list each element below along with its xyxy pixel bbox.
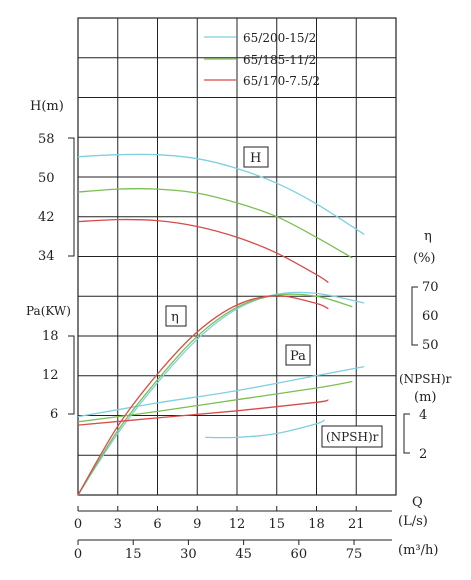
head-tick-34: 34 bbox=[38, 249, 55, 264]
efficiency-tick-50: 50 bbox=[422, 338, 439, 353]
efficiency-curve-1 bbox=[77, 291, 365, 496]
flow-m3h-tick-15: 15 bbox=[125, 547, 142, 562]
legend-label-1: 65/200-15/2 bbox=[243, 31, 316, 45]
flow-axis-unit: (L/s) bbox=[398, 514, 428, 529]
npsh-axis-label: (NPSH)r bbox=[399, 372, 452, 386]
npsh-axis-unit: (m) bbox=[414, 390, 436, 405]
power-tick-18: 18 bbox=[42, 329, 59, 344]
flow-axis-m3h-unit: (m³/h) bbox=[398, 543, 438, 558]
power-tick-12: 12 bbox=[42, 368, 59, 383]
efficiency-tick-70: 70 bbox=[422, 280, 439, 295]
power-curve-3 bbox=[77, 399, 329, 426]
legend: 65/200-15/2 65/185-11/2 65/170-7.5/2 bbox=[204, 31, 320, 88]
head-axis-label: H(m) bbox=[30, 99, 64, 114]
legend-label-3: 65/170-7.5/2 bbox=[243, 74, 320, 88]
npsh-tick-2: 2 bbox=[419, 447, 427, 462]
head-curve-1 bbox=[77, 153, 365, 235]
efficiency-curve-3 bbox=[77, 295, 329, 496]
efficiency-axis: η (%) 70 60 50 bbox=[411, 229, 439, 353]
npsh-axis: (NPSH)r (m) 4 2 bbox=[399, 372, 452, 462]
flow-axis: Q 0 3 6 9 12 15 18 21 (L/s) bbox=[74, 495, 428, 532]
npsh-curve-1 bbox=[205, 419, 325, 439]
flow-tick-12: 12 bbox=[229, 517, 246, 532]
flow-m3h-tick-45: 45 bbox=[235, 547, 252, 562]
power-curve-1 bbox=[77, 365, 365, 418]
npsh-tick-4: 4 bbox=[419, 408, 427, 423]
efficiency-axis-unit: (%) bbox=[413, 251, 436, 266]
annotation-power: Pa bbox=[290, 349, 306, 364]
efficiency-axis-label: η bbox=[424, 229, 432, 244]
flow-tick-18: 18 bbox=[308, 517, 325, 532]
power-axis-label: Pa(KW) bbox=[26, 304, 71, 318]
power-curve-2 bbox=[77, 380, 353, 423]
flow-tick-3: 3 bbox=[114, 517, 122, 532]
flow-tick-0: 0 bbox=[74, 517, 82, 532]
power-axis: Pa(KW) 18 12 6 bbox=[26, 304, 75, 422]
annotation-efficiency: η bbox=[171, 310, 179, 325]
annotation-head: H bbox=[250, 151, 261, 166]
efficiency-curve-2 bbox=[77, 293, 353, 496]
head-tick-58: 58 bbox=[38, 132, 55, 147]
curves bbox=[77, 153, 365, 496]
head-axis: H(m) 58 50 42 34 bbox=[30, 99, 75, 264]
flow-m3h-tick-60: 60 bbox=[291, 547, 308, 562]
flow-tick-9: 9 bbox=[193, 517, 201, 532]
head-tick-42: 42 bbox=[38, 210, 55, 225]
flow-m3h-tick-0: 0 bbox=[74, 547, 82, 562]
annotation-npsh: (NPSH)r bbox=[326, 430, 379, 444]
flow-axis-m3h: 0 15 30 45 60 75 (m³/h) bbox=[74, 539, 438, 562]
head-tick-50: 50 bbox=[38, 171, 55, 186]
flow-m3h-tick-30: 30 bbox=[180, 547, 197, 562]
efficiency-tick-60: 60 bbox=[422, 309, 439, 324]
curve-annotations: H η Pa (NPSH)r bbox=[165, 146, 383, 448]
flow-tick-15: 15 bbox=[268, 517, 285, 532]
head-curve-3 bbox=[77, 218, 329, 284]
flow-m3h-tick-75: 75 bbox=[346, 547, 363, 562]
flow-tick-21: 21 bbox=[348, 517, 365, 532]
flow-tick-6: 6 bbox=[153, 517, 161, 532]
flow-axis-label: Q bbox=[412, 495, 423, 510]
power-tick-6: 6 bbox=[50, 407, 58, 422]
head-curve-2 bbox=[77, 188, 353, 259]
legend-label-2: 65/185-11/2 bbox=[243, 53, 316, 67]
